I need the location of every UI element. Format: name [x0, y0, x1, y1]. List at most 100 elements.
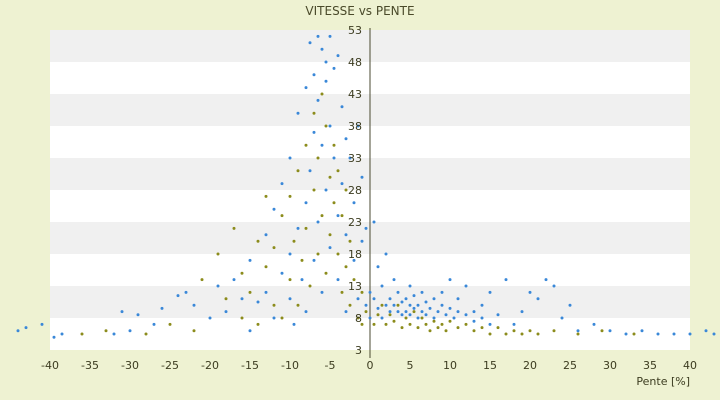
data-point	[340, 290, 344, 294]
data-point	[344, 188, 348, 192]
data-point	[304, 86, 308, 90]
data-point	[384, 303, 388, 307]
x-tick-label: -10	[281, 359, 299, 372]
y-tick-label: 23	[348, 216, 362, 229]
data-point	[528, 329, 532, 333]
data-point	[248, 290, 252, 294]
data-point	[404, 310, 408, 314]
data-point	[316, 34, 320, 38]
y-tick-label: 43	[348, 88, 362, 101]
x-tick-label: -5	[325, 359, 336, 372]
data-point	[480, 326, 484, 330]
data-point	[348, 156, 352, 160]
data-point	[624, 332, 628, 336]
data-point	[436, 310, 440, 314]
data-point	[344, 137, 348, 141]
x-tick-label: 25	[563, 359, 577, 372]
data-point	[320, 290, 324, 294]
data-point	[392, 303, 396, 307]
x-tick-label: 15	[483, 359, 497, 372]
data-point	[288, 194, 292, 198]
data-point	[280, 214, 284, 218]
data-point	[312, 130, 316, 134]
x-axis-label: Pente [%]	[636, 375, 690, 388]
data-point	[496, 313, 500, 317]
y-tick-label: 28	[348, 184, 362, 197]
data-point	[432, 297, 436, 301]
data-point	[412, 306, 416, 310]
data-point	[320, 214, 324, 218]
data-point	[536, 332, 540, 336]
data-point	[332, 201, 336, 205]
data-point	[640, 329, 644, 333]
data-point	[152, 322, 156, 326]
y-tick-label: 33	[348, 152, 362, 165]
data-point	[316, 98, 320, 102]
data-point	[40, 322, 44, 326]
data-point	[312, 73, 316, 77]
data-point	[328, 233, 332, 237]
data-point	[432, 316, 436, 320]
data-point	[368, 290, 372, 294]
data-point	[280, 316, 284, 320]
data-point	[528, 290, 532, 294]
data-point	[216, 252, 220, 256]
data-point	[280, 271, 284, 275]
data-point	[280, 182, 284, 186]
data-point	[408, 284, 412, 288]
data-point	[176, 294, 180, 298]
data-point	[396, 303, 400, 307]
data-point	[332, 156, 336, 160]
x-tick-label: 40	[683, 359, 697, 372]
data-point	[120, 310, 124, 314]
data-point	[388, 313, 392, 317]
data-point	[296, 303, 300, 307]
data-point	[360, 322, 364, 326]
data-point	[336, 214, 340, 218]
data-point	[424, 313, 428, 317]
data-point	[292, 239, 296, 243]
data-point	[360, 290, 364, 294]
data-point	[428, 329, 432, 333]
x-tick-label: 30	[603, 359, 617, 372]
chart-title: VITESSE vs PENTE	[305, 4, 414, 18]
data-point	[436, 326, 440, 330]
data-point	[224, 310, 228, 314]
y-tick-label: 8	[355, 312, 362, 325]
y-tick-label: 13	[348, 280, 362, 293]
data-point	[324, 79, 328, 83]
data-point	[200, 278, 204, 282]
data-point	[340, 182, 344, 186]
data-point	[256, 239, 260, 243]
data-point	[372, 322, 376, 326]
data-point	[348, 303, 352, 307]
data-point	[496, 326, 500, 330]
data-point	[300, 278, 304, 282]
data-point	[328, 175, 332, 179]
data-point	[568, 303, 572, 307]
data-point	[272, 303, 276, 307]
data-point	[192, 329, 196, 333]
data-point	[356, 316, 360, 320]
data-point	[672, 332, 676, 336]
data-point	[372, 220, 376, 224]
data-point	[308, 169, 312, 173]
data-point	[112, 332, 116, 336]
data-point	[376, 265, 380, 269]
data-point	[324, 60, 328, 64]
x-tick-label: -20	[201, 359, 219, 372]
data-point	[488, 322, 492, 326]
data-points	[16, 34, 716, 339]
data-point	[328, 246, 332, 250]
data-point	[296, 111, 300, 115]
data-point	[296, 169, 300, 173]
data-point	[24, 326, 28, 330]
data-point	[208, 316, 212, 320]
x-tick-label: -35	[81, 359, 99, 372]
data-point	[364, 310, 368, 314]
data-point	[376, 313, 380, 317]
data-point	[340, 214, 344, 218]
data-point	[444, 313, 448, 317]
data-point	[464, 284, 468, 288]
x-tick-label: -40	[41, 359, 59, 372]
